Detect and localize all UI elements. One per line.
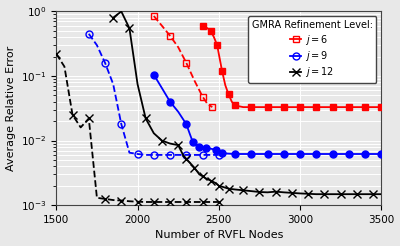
Legend: $j = 6$, $j = 9$, $j = 12$: $j = 6$, $j = 9$, $j = 12$ [248,16,376,83]
X-axis label: Number of RVFL Nodes: Number of RVFL Nodes [155,231,283,240]
Y-axis label: Average Relative Error: Average Relative Error [6,46,16,171]
